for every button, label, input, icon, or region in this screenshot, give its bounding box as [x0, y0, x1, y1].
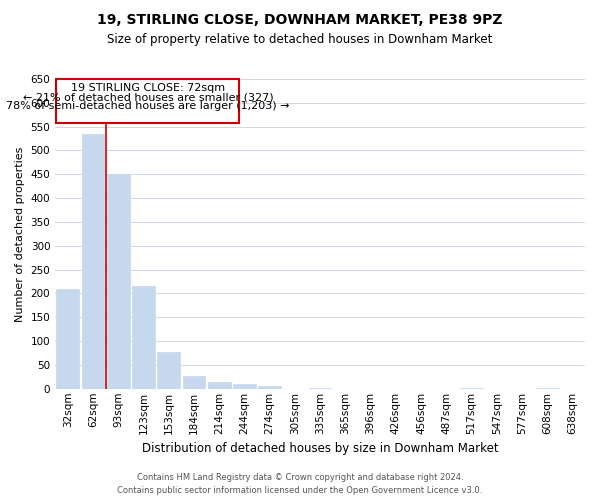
- Bar: [56, 288, 79, 389]
- Text: 19, STIRLING CLOSE, DOWNHAM MARKET, PE38 9PZ: 19, STIRLING CLOSE, DOWNHAM MARKET, PE38…: [97, 12, 503, 26]
- Bar: [258, 386, 281, 389]
- FancyBboxPatch shape: [56, 79, 239, 123]
- X-axis label: Distribution of detached houses by size in Downham Market: Distribution of detached houses by size …: [142, 442, 499, 455]
- Text: Contains HM Land Registry data © Crown copyright and database right 2024.
Contai: Contains HM Land Registry data © Crown c…: [118, 474, 482, 495]
- Bar: [132, 286, 155, 389]
- Text: 78% of semi-detached houses are larger (1,203) →: 78% of semi-detached houses are larger (…: [6, 101, 290, 111]
- Text: ← 21% of detached houses are smaller (327): ← 21% of detached houses are smaller (32…: [23, 92, 273, 102]
- Bar: [107, 174, 130, 389]
- Bar: [182, 376, 205, 389]
- Text: 19 STIRLING CLOSE: 72sqm: 19 STIRLING CLOSE: 72sqm: [71, 83, 225, 93]
- Bar: [536, 388, 559, 389]
- Y-axis label: Number of detached properties: Number of detached properties: [15, 146, 25, 322]
- Bar: [157, 352, 180, 389]
- Text: Size of property relative to detached houses in Downham Market: Size of property relative to detached ho…: [107, 32, 493, 46]
- Bar: [82, 134, 104, 389]
- Bar: [309, 388, 331, 389]
- Bar: [233, 384, 256, 389]
- Bar: [208, 382, 230, 389]
